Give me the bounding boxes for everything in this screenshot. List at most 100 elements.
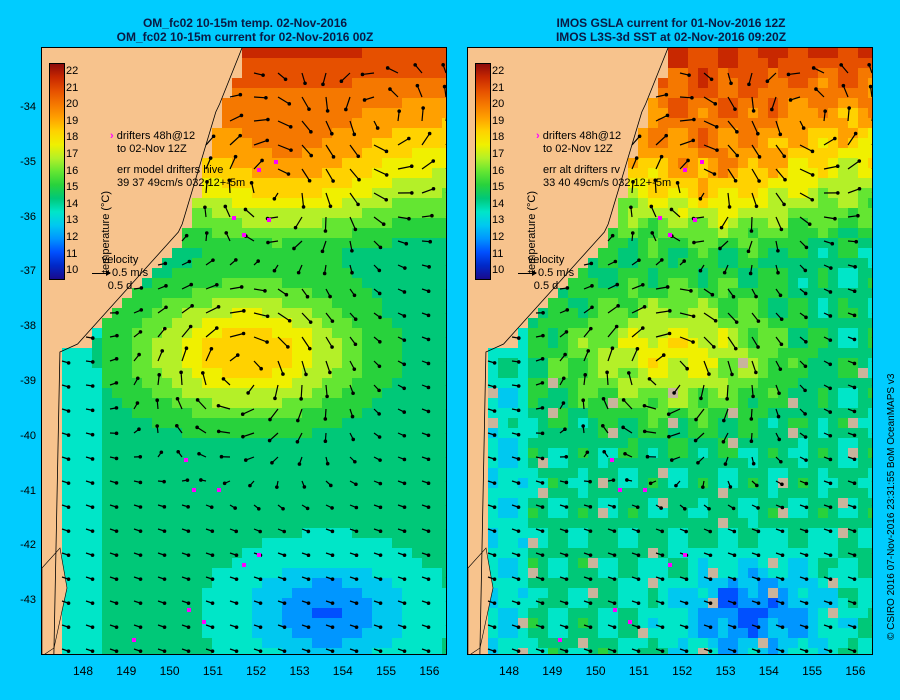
island-coast (42, 547, 68, 654)
current-arrow (253, 312, 268, 317)
current-arrow-head (783, 177, 787, 182)
longitude-tick-label: 155 (376, 664, 397, 678)
longitude-tick-label: 156 (845, 664, 866, 678)
model-temperature-map: 22 21 20 19 18 17 16 15 14 13 12 11 10 temperature (… (41, 47, 447, 655)
current-arrow-head (779, 342, 784, 347)
current-arrow-head (234, 649, 239, 653)
current-arrow-head (295, 439, 300, 444)
current-arrow-head (712, 172, 717, 176)
current-arrow-head (296, 418, 300, 423)
current-arrow-head (352, 132, 357, 137)
current-arrow-head (653, 178, 658, 183)
current-arrow-head (708, 529, 713, 534)
current-arrow-head (668, 309, 672, 313)
current-arrow-head (210, 601, 215, 605)
current-arrow (813, 67, 825, 74)
current-arrow-head (588, 553, 593, 557)
current-arrow-head (138, 601, 143, 605)
current-arrow (727, 168, 737, 182)
current-arrow-head (722, 418, 726, 423)
colorbar-tick-label: 22 (66, 65, 79, 77)
current-arrow-head (163, 326, 167, 331)
current-arrow-head (135, 376, 140, 381)
current-arrow-head (352, 293, 357, 298)
current-arrow-head (641, 282, 645, 287)
current-arrow (301, 168, 311, 182)
current-arrow-head (211, 258, 215, 262)
current-arrow (871, 433, 872, 434)
current-arrow-head (186, 553, 191, 557)
colorbar-tick-label: 12 (492, 231, 505, 243)
current-arrow-head (114, 481, 119, 485)
current-arrow-head (305, 294, 310, 299)
current-arrow (799, 216, 811, 225)
current-arrow (655, 135, 667, 146)
current-arrow-head (516, 577, 521, 581)
current-arrow-head (160, 349, 165, 353)
current-arrow-head (308, 320, 313, 324)
current-arrow-head (732, 649, 737, 653)
current-arrow (655, 310, 670, 314)
current-arrow-head (163, 261, 168, 266)
current-arrow (253, 96, 266, 99)
colorbar-tick-label: 18 (66, 131, 79, 144)
current-arrow-head (682, 506, 687, 511)
current-arrow (445, 289, 446, 290)
current-arrow (654, 180, 657, 194)
panel-right-title-line2: IMOS L3S-3d SST at 02-Nov-2016 09:20Z (555, 30, 787, 44)
current-arrow-head (852, 649, 857, 653)
current-arrow-head (381, 222, 386, 227)
current-arrow-head (246, 391, 250, 395)
drifter-marker (643, 488, 647, 492)
current-arrow (607, 347, 614, 362)
current-arrow (229, 286, 242, 290)
current-arrow (823, 216, 836, 220)
current-arrow (205, 348, 212, 362)
current-arrow-head (216, 305, 221, 309)
colorbar-tick-label: 19 (66, 114, 79, 127)
current-arrow-head (612, 601, 617, 605)
current-arrow-head (378, 340, 382, 344)
current-arrow-head (516, 649, 521, 653)
current-arrow (325, 96, 329, 111)
current-arrow-head (564, 553, 569, 557)
latitude-tick-label: -39 (20, 375, 36, 387)
current-arrow-head (282, 625, 287, 629)
current-arrow (602, 398, 609, 410)
current-arrow (628, 372, 633, 386)
current-arrow-head (852, 577, 857, 581)
current-arrow-head (642, 305, 647, 309)
current-arrow (871, 649, 872, 650)
current-arrow-head (778, 367, 783, 371)
current-arrow-head (690, 96, 694, 100)
current-arrow-head (90, 360, 95, 364)
current-arrow-head (756, 553, 761, 558)
panel-left-title-line1: OM_fc02 10-15m temp. 02-Nov-2016 (142, 16, 348, 30)
coastline (53, 48, 243, 654)
current-arrow-head (114, 625, 119, 629)
current-arrow-head (329, 483, 333, 488)
current-arrow-head (188, 324, 193, 329)
colorbar-ticks-left: 22 21 20 19 18 17 16 15 14 13 12 11 10 (66, 63, 86, 278)
current-arrow-head (378, 577, 383, 581)
current-arrow-head (636, 529, 641, 533)
current-arrow (253, 288, 266, 292)
current-arrow-head (541, 310, 545, 315)
longitude-tick-label: 150 (585, 664, 606, 678)
current-arrow (695, 408, 705, 420)
current-arrow-head (377, 268, 382, 273)
current-arrow-head (803, 364, 808, 369)
current-arrow-head (431, 186, 436, 191)
current-arrow-head (828, 362, 833, 367)
current-arrow-head (588, 601, 593, 605)
current-arrow (205, 135, 215, 146)
current-arrow-head (256, 506, 261, 511)
drifter-marker (257, 553, 261, 557)
current-arrow-head (540, 357, 545, 361)
current-arrow-head (540, 431, 545, 436)
colorbar-tick-label: 14 (66, 197, 79, 210)
current-arrow-head (732, 529, 737, 534)
current-arrow (771, 96, 777, 110)
current-arrow (445, 625, 446, 626)
current-arrow (847, 107, 850, 122)
